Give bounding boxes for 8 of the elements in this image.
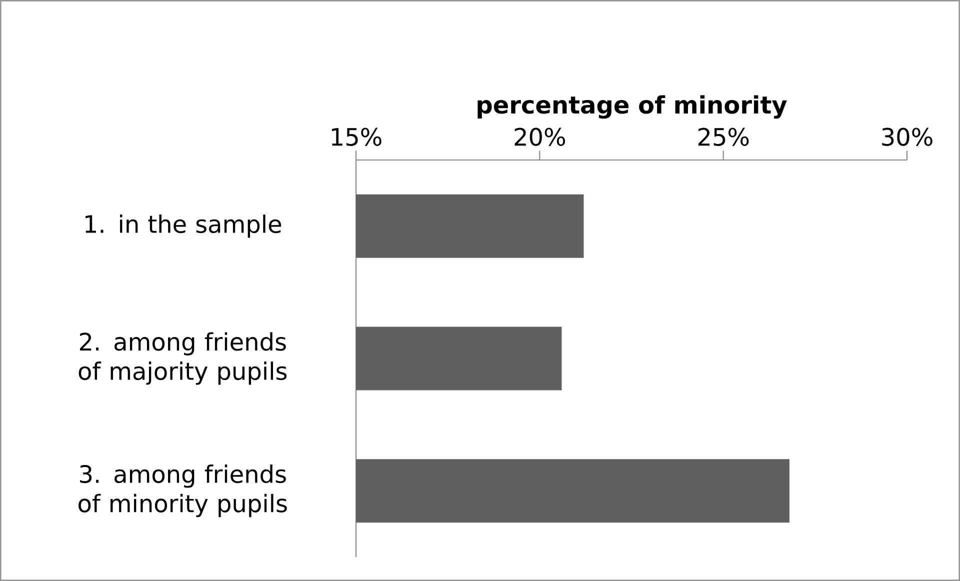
x-tick-label: 20%	[514, 128, 565, 146]
y-tick-label: 2. among friends of majority pupils	[78, 332, 287, 385]
x-tick-label: 25%	[698, 128, 749, 146]
y-tick-label: 3. among friends of minority pupils	[78, 464, 287, 518]
x-axis-title: percentage of minority	[478, 95, 787, 119]
x-tick-label: 15%	[332, 128, 382, 146]
y-tick-label: 1. in the sample	[86, 214, 282, 238]
x-tick-label: 30%	[882, 128, 932, 146]
